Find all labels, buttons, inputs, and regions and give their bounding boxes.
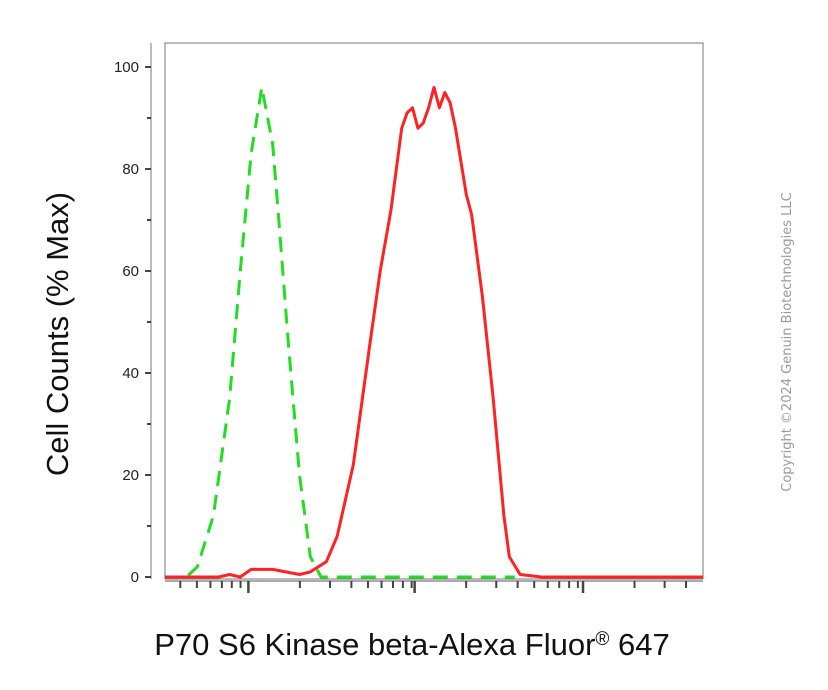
y-tick-label: 100 [114,59,139,76]
series-line-0 [165,85,515,579]
y-axis: 0 20 40 60 80 100 [114,43,152,586]
plot-frame [164,42,704,580]
x-axis-title-end: 647 [609,627,669,662]
y-axis-title: Cell Counts (% Max) [40,192,75,476]
series-line-1 [165,85,703,579]
y-tick-label: 20 [122,467,139,484]
series-layer [165,85,703,579]
x-axis [165,580,703,593]
y-tick-label: 0 [131,569,139,586]
copyright-text: Copyright ©2024 Genuin Biotechnologies L… [780,192,795,491]
y-tick-label: 80 [122,161,139,178]
x-axis-title-main: P70 S6 Kinase beta-Alexa Fluor [154,627,595,662]
y-tick-label: 40 [122,365,139,382]
x-axis-title-registered: ® [595,629,609,650]
y-tick-label: 60 [122,263,139,280]
x-axis-title: P70 S6 Kinase beta-Alexa Fluor® 647 [154,627,670,662]
